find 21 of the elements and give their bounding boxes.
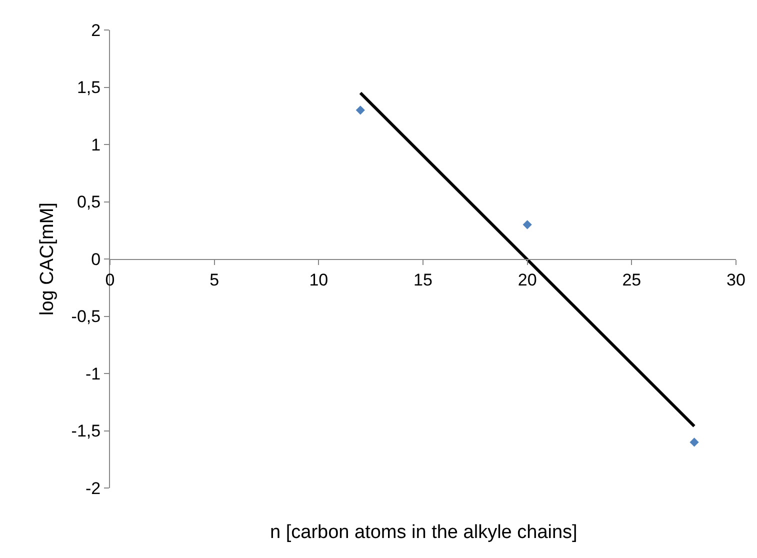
y-tick-label: -0,5 [71,307,101,326]
y-axis-title: log CAC[mM] [37,202,58,316]
y-tick-label: 2 [91,20,101,40]
point [522,220,532,230]
x-axis-title: n [carbon atoms in the alkyle chains] [270,522,578,543]
x-tick-label: 25 [622,270,642,290]
x-tick-label: 15 [414,270,432,290]
y-tick-label: 1,5 [76,78,101,98]
x-tick-label: 20 [518,270,537,290]
point [690,438,699,447]
point [356,106,365,115]
y-tick-label: 0,5 [76,192,101,212]
y-tick-label: -2 [85,478,101,498]
x-tick-label: 10 [309,270,328,290]
x-tick-label: 0 [105,270,115,290]
y-tick-label: 0 [91,250,101,269]
x-tick-label: 5 [210,270,220,290]
y-tick-label: 1 [91,135,101,154]
x-tick-label: 30 [726,270,746,290]
y-tick-label: -1 [85,364,101,384]
y-tick-label: -1,5 [71,422,101,441]
